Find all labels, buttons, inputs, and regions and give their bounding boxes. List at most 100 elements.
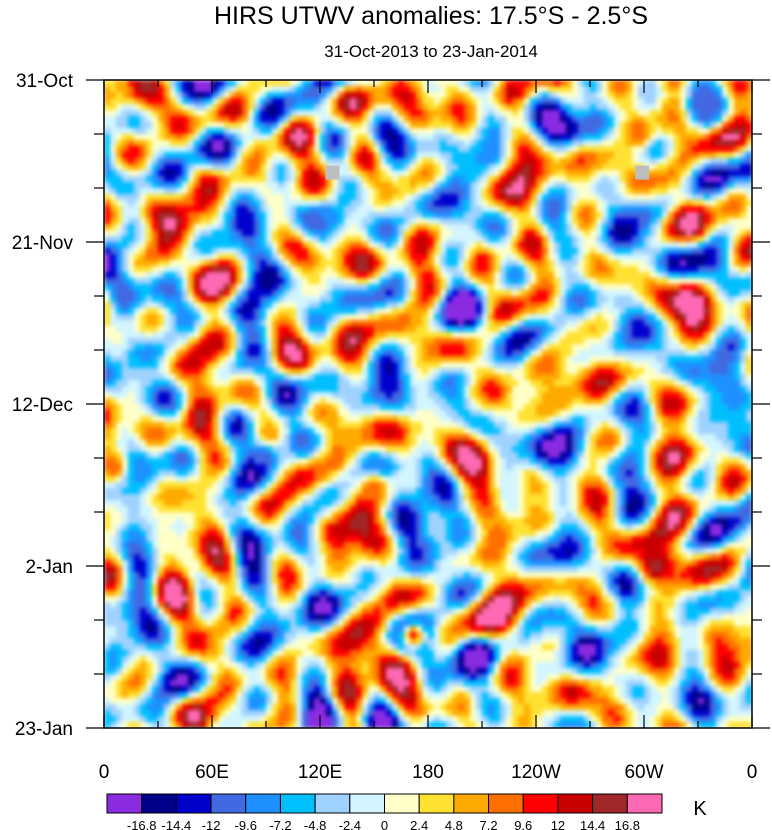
field-cell [416,248,423,255]
field-cell [548,164,555,171]
field-cell [338,176,345,183]
field-cell [356,236,363,243]
field-cell [236,92,243,99]
field-cell [734,242,741,249]
field-cell [224,140,231,147]
field-cell [122,332,129,339]
field-cell [668,104,675,111]
field-cell [344,86,351,93]
field-cell [650,176,657,183]
field-cell [152,224,159,231]
field-cell [362,194,369,201]
field-cell [338,128,345,135]
field-cell [416,236,423,243]
field-cell [104,140,111,147]
field-cell [170,80,177,87]
field-cell [176,194,183,201]
field-cell [632,308,639,315]
field-cell [290,98,297,105]
field-cell [188,80,195,87]
field-cell [320,212,327,219]
field-cell [626,212,633,219]
field-cell [308,146,315,153]
field-cell [512,104,519,111]
field-cell [194,194,201,201]
field-cell [356,92,363,99]
field-cell [260,128,267,135]
field-cell [734,92,741,99]
field-cell [512,350,519,357]
field-cell [674,116,681,123]
field-cell [536,344,543,351]
field-cell [386,338,393,345]
field-cell [620,350,627,357]
field-cell [302,176,309,183]
field-cell [560,164,567,171]
field-cell [248,128,255,135]
field-cell [302,92,309,99]
field-cell [572,206,579,213]
field-cell [734,146,741,153]
field-cell [488,278,495,285]
field-cell [470,140,477,147]
field-cell [620,260,627,267]
field-cell [104,104,111,111]
field-cell [386,344,393,351]
field-cell [518,236,525,243]
field-cell [596,164,603,171]
field-cell [194,236,201,243]
field-cell [326,206,333,213]
field-cell [680,212,687,219]
field-cell [188,326,195,333]
field-cell [686,152,693,159]
field-cell [140,164,147,171]
field-cell [182,218,189,225]
field-cell [266,326,273,333]
field-cell [374,332,381,339]
field-cell [320,314,327,321]
field-cell [332,98,339,105]
field-cell [236,122,243,129]
field-cell [422,200,429,207]
field-cell [374,98,381,105]
field-cell [224,308,231,315]
field-cell [398,230,405,237]
field-cell [488,140,495,147]
field-cell [710,128,717,135]
field-cell [188,206,195,213]
field-cell [380,182,387,189]
field-cell [272,122,279,129]
field-cell [458,188,465,195]
field-cell [194,104,201,111]
field-cell [152,356,159,363]
field-cell [242,152,249,159]
field-cell [278,248,285,255]
field-cell [518,296,525,303]
field-cell [338,236,345,243]
field-cell [134,338,141,345]
field-cell [416,296,423,303]
field-cell [134,80,141,87]
field-cell [728,110,735,117]
field-cell [488,248,495,255]
field-cell [716,254,723,261]
field-cell [554,320,561,327]
field-cell [542,314,549,321]
field-cell [236,194,243,201]
field-cell [644,320,651,327]
field-cell [686,236,693,243]
field-cell [500,332,507,339]
field-cell [386,320,393,327]
field-cell [356,254,363,261]
field-cell [386,164,393,171]
field-cell [212,224,219,231]
field-cell [662,116,669,123]
field-cell [356,350,363,357]
field-cell [380,206,387,213]
field-cell [218,344,225,351]
field-cell [368,338,375,345]
field-cell [230,230,237,237]
field-cell [392,308,399,315]
field-cell [272,104,279,111]
field-cell [182,164,189,171]
